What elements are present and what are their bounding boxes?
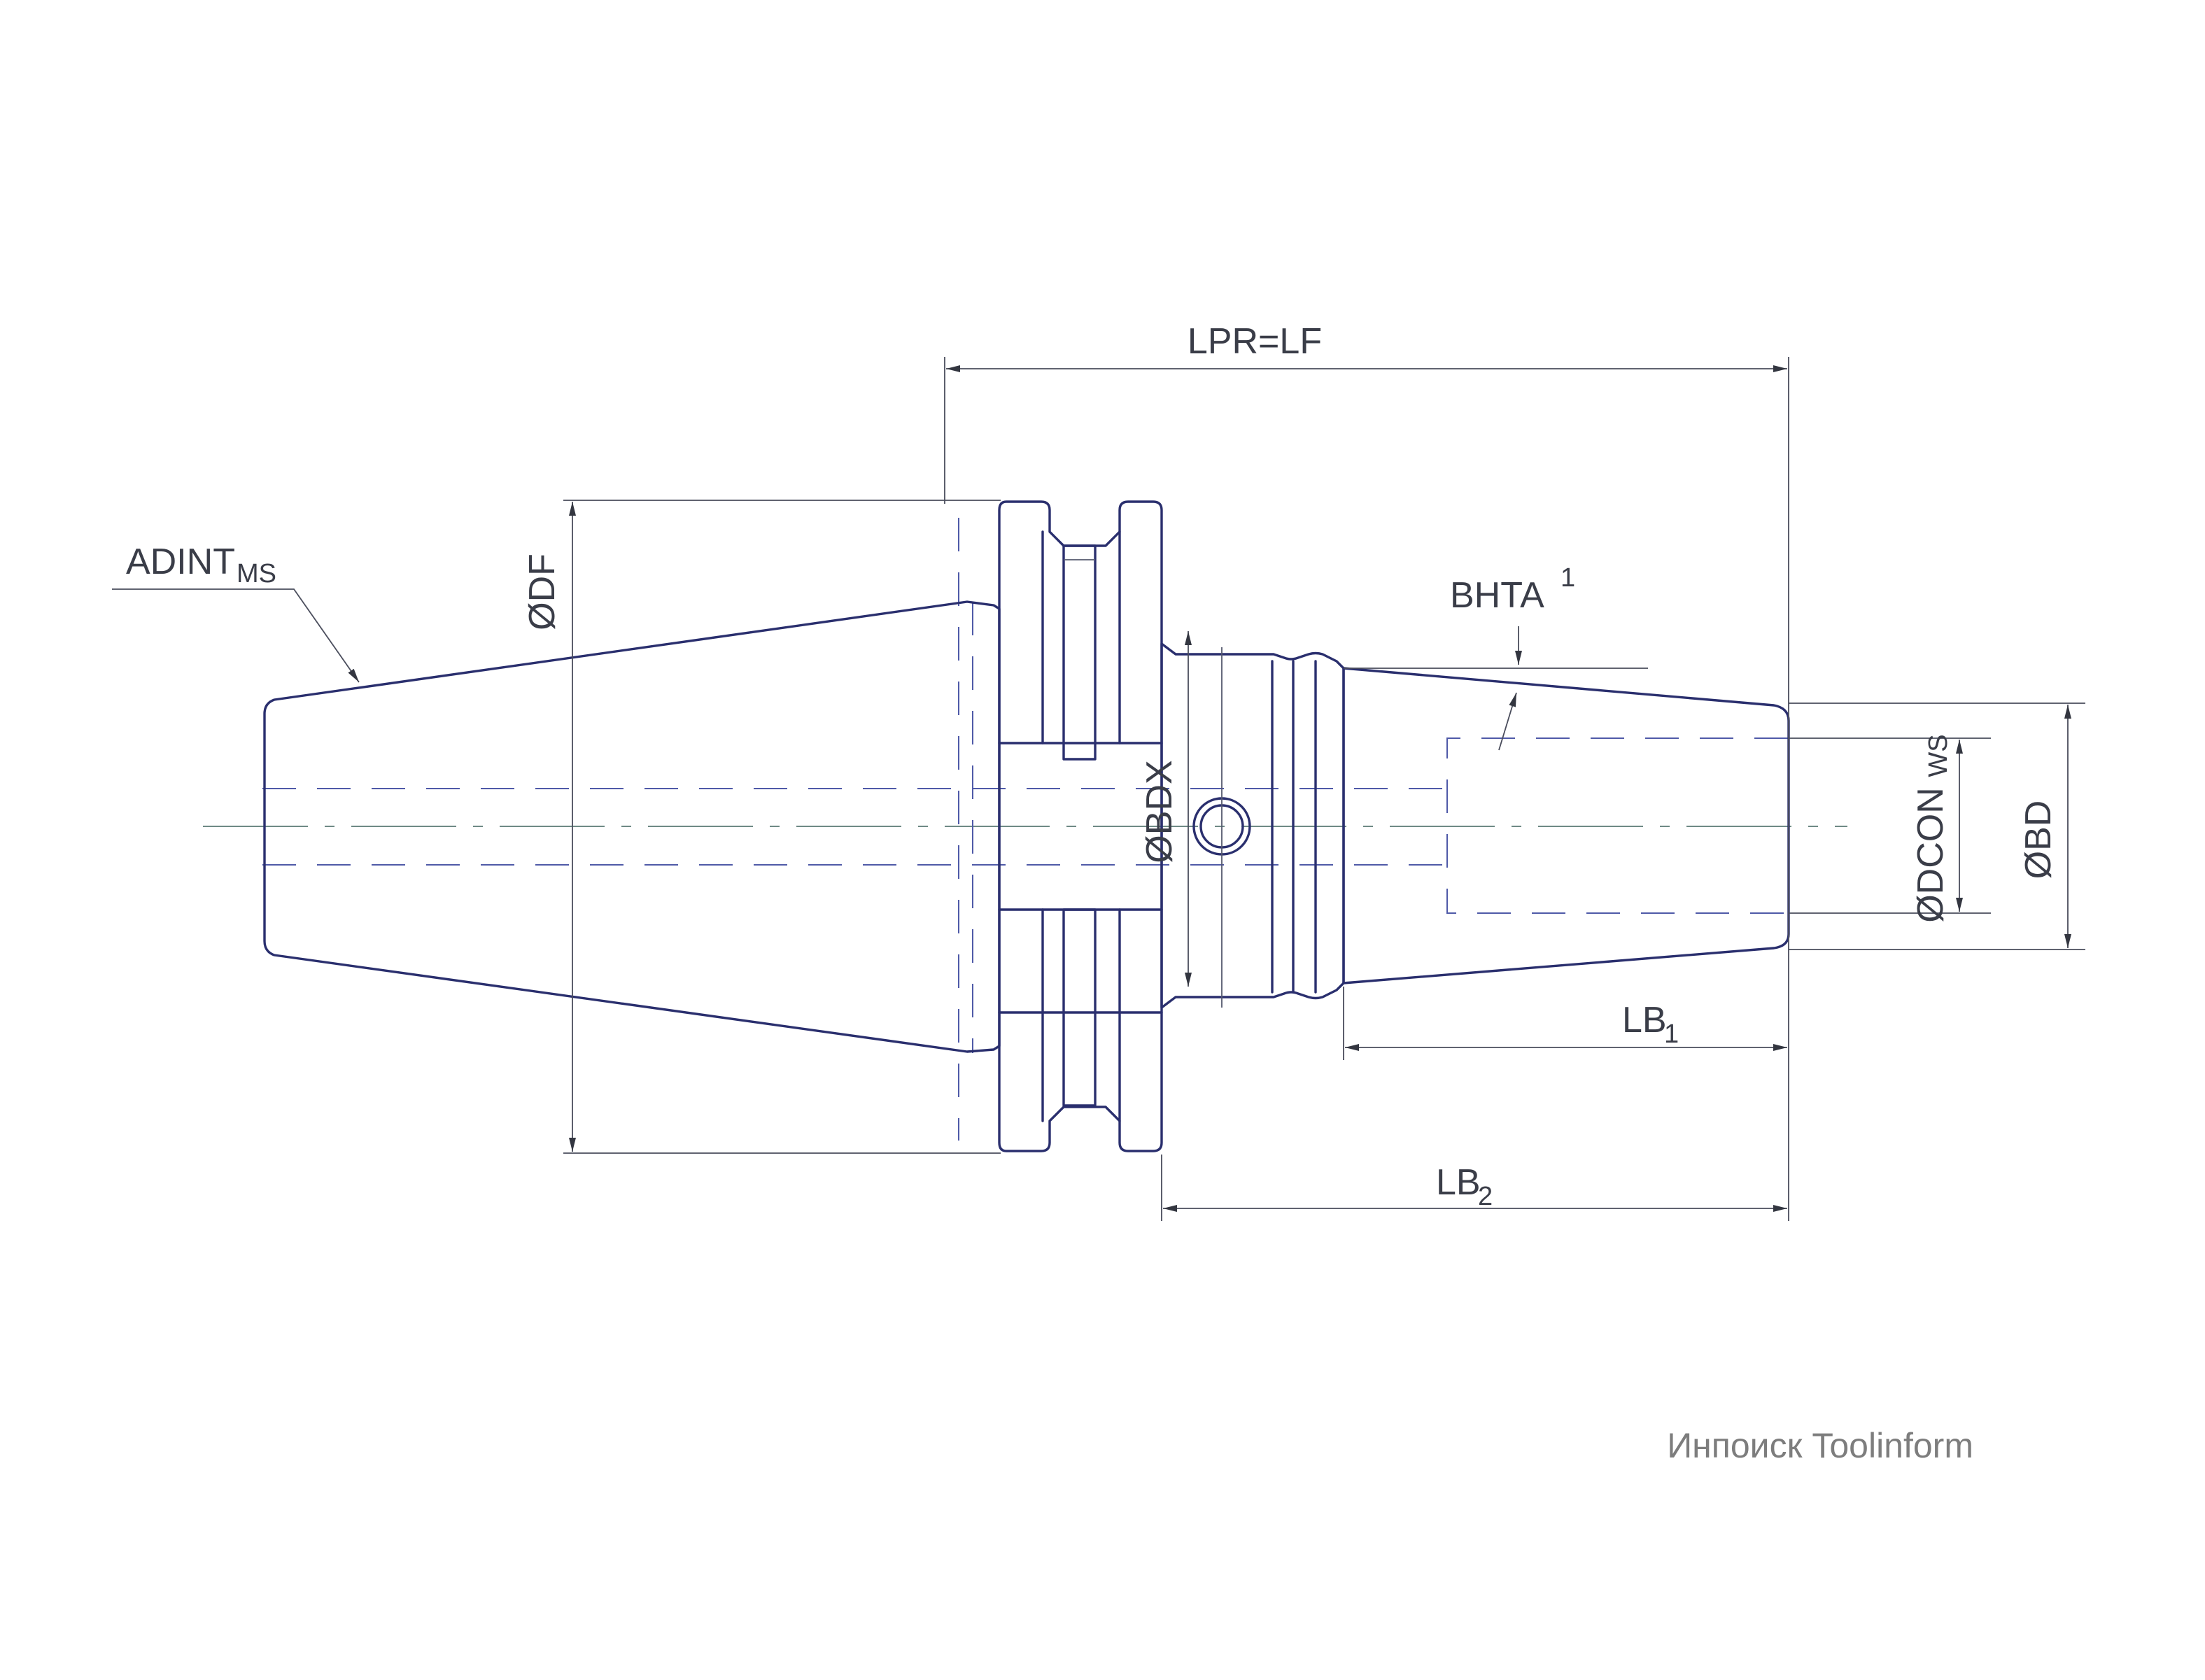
label-bd: ØBD (2018, 800, 2059, 880)
label-bhta-sup: 1 (1561, 563, 1575, 593)
label-adint-sub: MS (237, 559, 276, 588)
label-lb1: LB (1622, 1000, 1667, 1040)
flange-outline (998, 500, 1163, 1152)
hidden-clamp-bore (1446, 737, 1788, 914)
taper-shank-outline (263, 600, 1001, 1053)
drive-slot-upper (1062, 544, 1097, 761)
label-lpr-lf: LPR=LF (1188, 321, 1322, 362)
leader-bhta (1498, 692, 1517, 751)
label-df: ØDF (522, 553, 563, 630)
label-lb1-sub: 1 (1664, 1019, 1679, 1049)
label-dcon: ØDCON (1910, 787, 1951, 923)
label-bdx: ØBDX (1139, 760, 1180, 863)
label-adint: ADINT (126, 542, 235, 582)
label-bhta: BHTA (1450, 575, 1544, 616)
label-dcon-sub: WS (1924, 734, 1953, 777)
drive-slot-lower (1062, 908, 1097, 1107)
label-lb2-sub: 2 (1478, 1182, 1493, 1211)
label-lb2: LB (1436, 1162, 1481, 1203)
watermark: Инпоиск Toolinform (1667, 1426, 1973, 1465)
leader-adint (112, 588, 360, 683)
